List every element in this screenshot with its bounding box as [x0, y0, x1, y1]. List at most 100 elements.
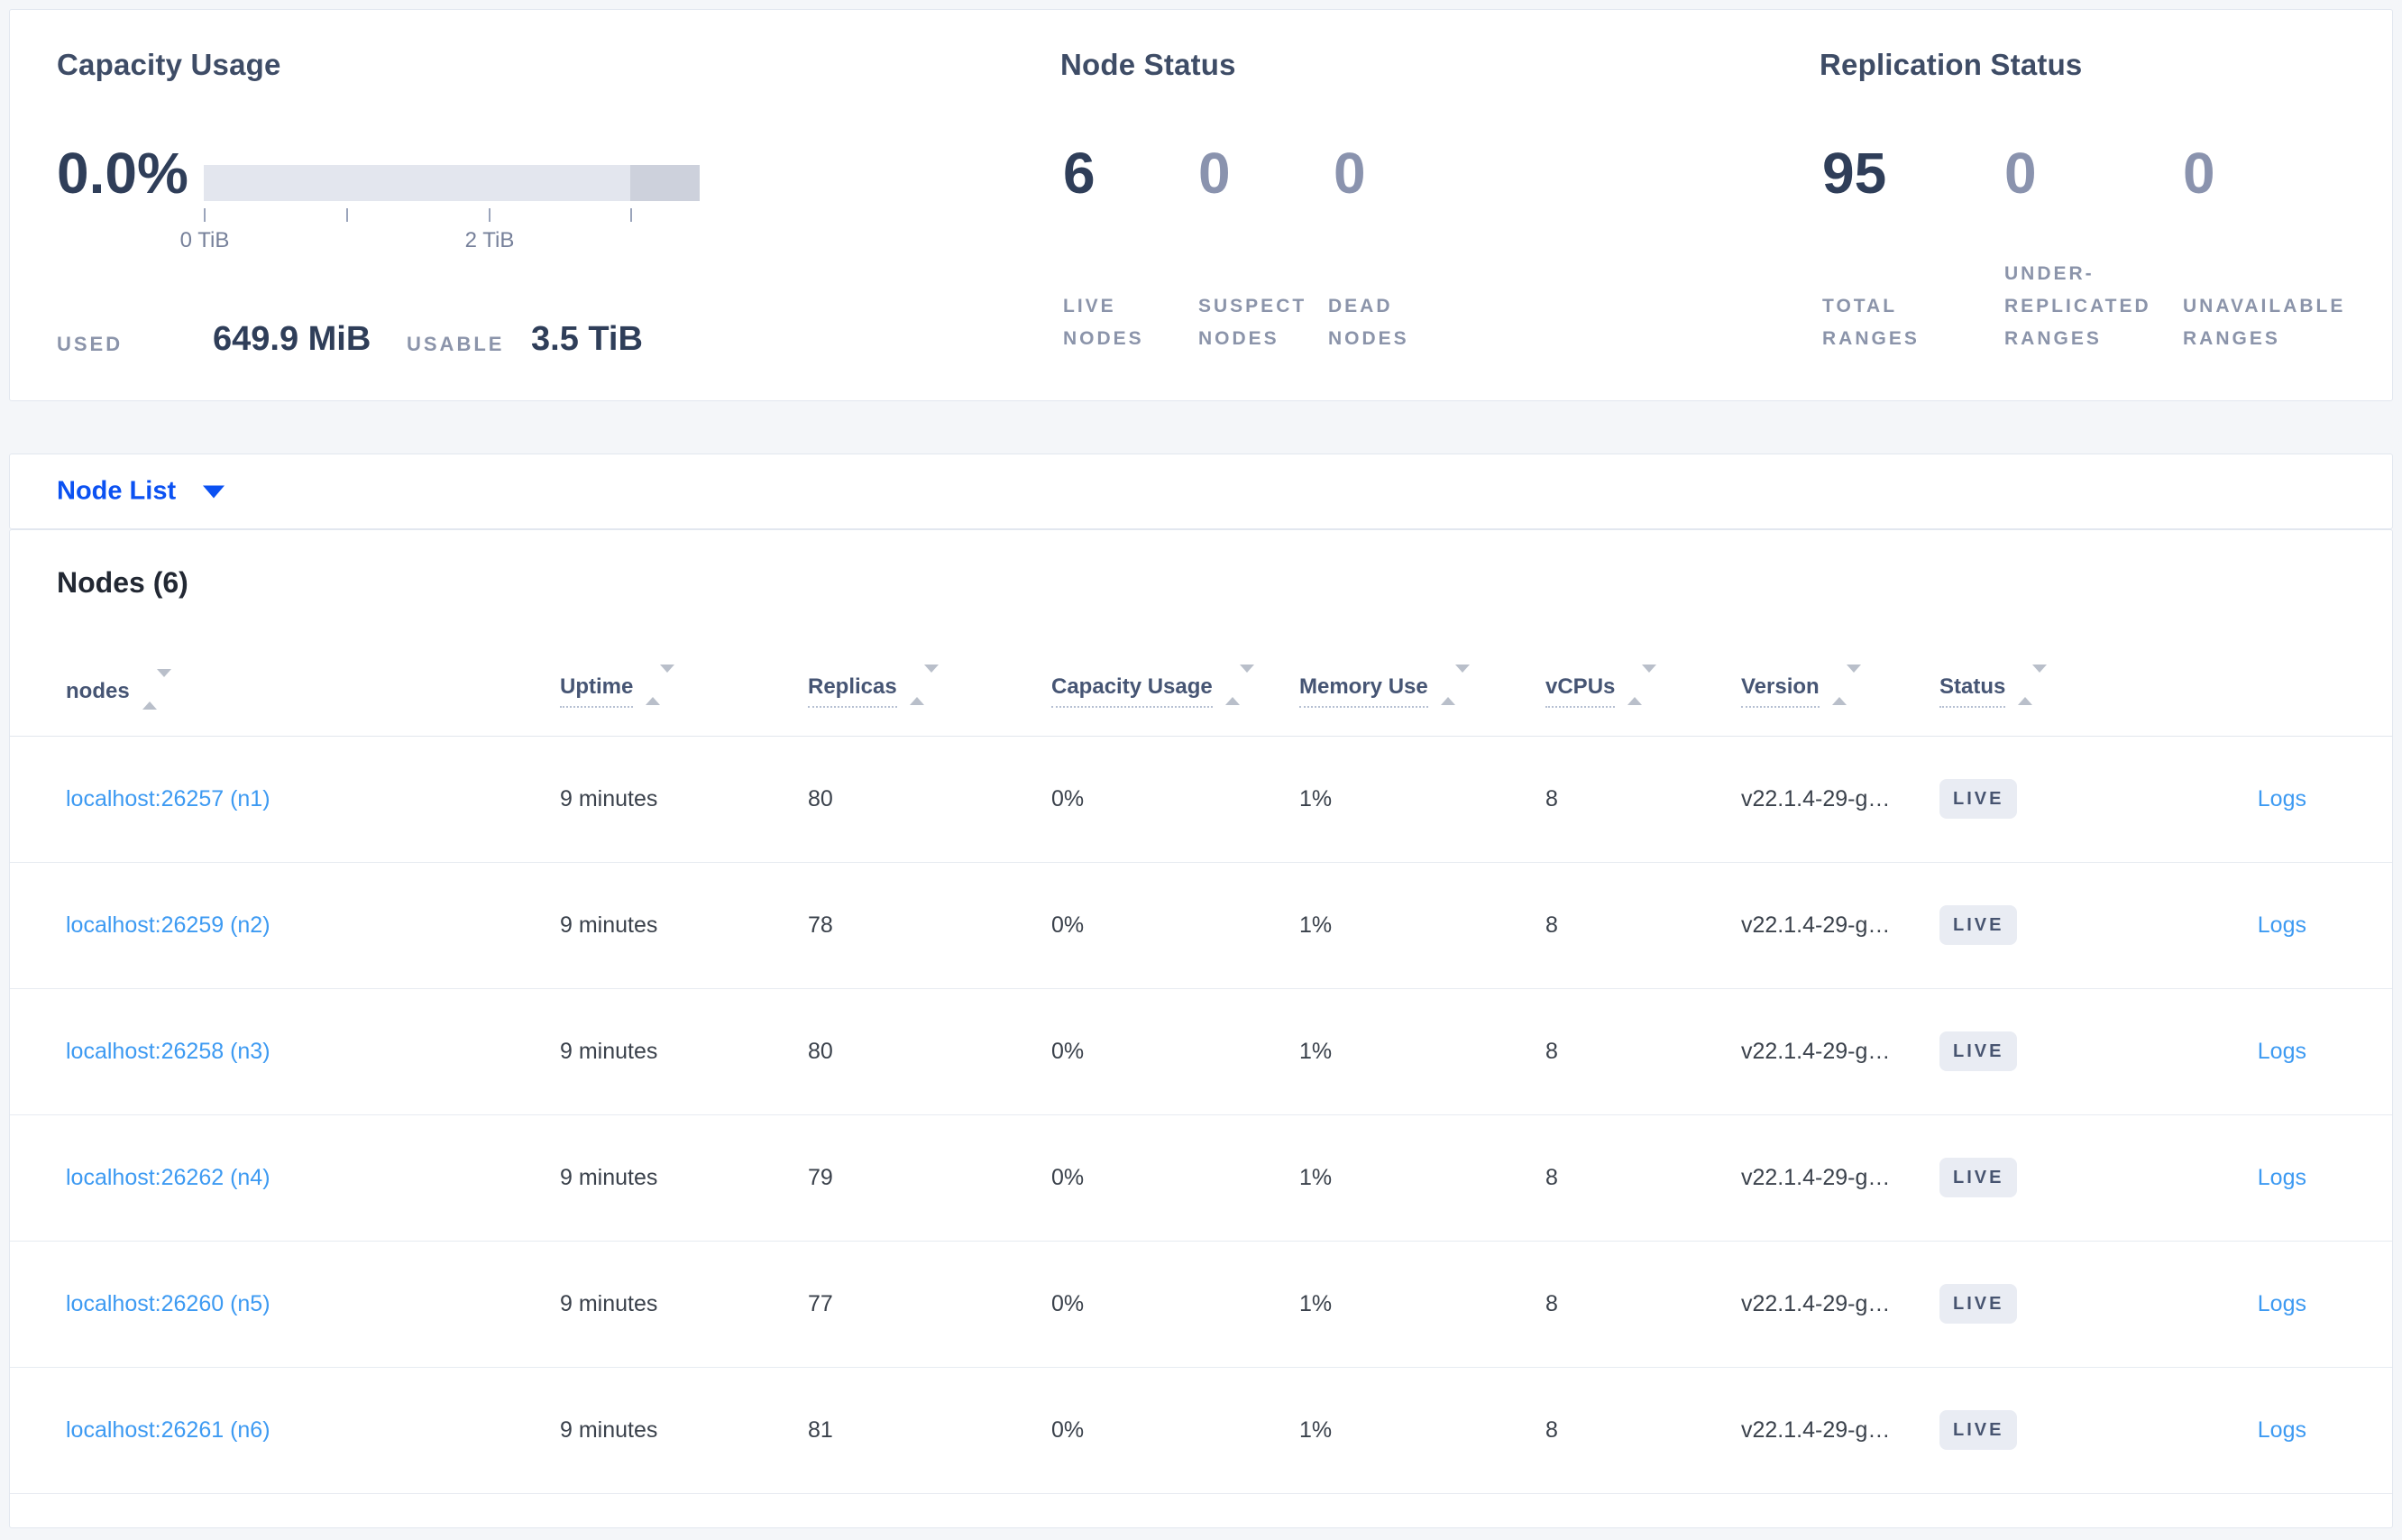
capacity-bar-reserved-segment [630, 165, 700, 201]
node-address-link[interactable]: localhost:26257 (n1) [66, 785, 270, 811]
memory-use-cell: 1% [1299, 736, 1545, 863]
node-list-dropdown-label: Node List [57, 476, 177, 506]
table-row: localhost:26261 (n6) 9 minutes 81 0% 1% … [10, 1367, 2392, 1494]
sort-icon [1831, 665, 1861, 706]
status-badge: LIVE [1939, 905, 2018, 945]
table-row: localhost:26259 (n2) 9 minutes 78 0% 1% … [10, 862, 2392, 989]
suspect-nodes-value: 0 [1198, 141, 1231, 206]
table-row: localhost:26257 (n1) 9 minutes 80 0% 1% … [10, 736, 2392, 863]
suspect-nodes-label: SUSPECT NODES [1198, 296, 1307, 349]
capacity-usage-cell: 0% [1051, 1114, 1299, 1242]
capacity-usage-bar [204, 165, 700, 201]
sort-icon [1440, 665, 1470, 706]
table-row: localhost:26258 (n3) 9 minutes 80 0% 1% … [10, 988, 2392, 1115]
column-header-logs [2138, 646, 2392, 737]
logs-link[interactable]: Logs [2257, 912, 2306, 938]
status-badge: LIVE [1939, 1410, 2018, 1450]
table-row: localhost:26262 (n4) 9 minutes 79 0% 1% … [10, 1114, 2392, 1242]
memory-use-cell: 1% [1299, 862, 1545, 989]
sort-icon [142, 668, 171, 710]
column-header-version[interactable]: Version [1741, 646, 1939, 737]
memory-use-cell: 1% [1299, 1367, 1545, 1494]
vcpus-cell: 8 [1545, 1367, 1741, 1494]
version-cell: v22.1.4-29-g… [1741, 1241, 1939, 1368]
replicas-cell: 78 [808, 862, 1051, 989]
column-header-vcpus[interactable]: vCPUs [1545, 646, 1741, 737]
dead-nodes-value: 0 [1334, 141, 1366, 206]
replication-status-title: Replication Status [1820, 48, 2083, 81]
sort-icon [1224, 665, 1254, 706]
column-header-nodes[interactable]: nodes [10, 646, 560, 737]
uptime-cell: 9 minutes [560, 1241, 808, 1368]
under-replicated-ranges-label: UNDER-REPLICATED RANGES [2004, 263, 2151, 349]
vcpus-cell: 8 [1545, 862, 1741, 989]
axis-tick-label: 0 TiB [179, 228, 230, 252]
capacity-used-value: 649.9 MiB [213, 320, 371, 358]
logs-link[interactable]: Logs [2257, 1164, 2306, 1190]
uptime-cell: 9 minutes [560, 1114, 808, 1242]
unavailable-ranges-label: UNAVAILABLE RANGES [2183, 296, 2346, 349]
sort-icon [1627, 665, 1657, 706]
capacity-usage-cell: 0% [1051, 988, 1299, 1115]
version-cell: v22.1.4-29-g… [1741, 736, 1939, 863]
node-list-dropdown[interactable]: Node List [57, 477, 225, 507]
version-cell: v22.1.4-29-g… [1741, 862, 1939, 989]
logs-link[interactable]: Logs [2257, 1038, 2306, 1064]
vcpus-cell: 8 [1545, 988, 1741, 1115]
capacity-usage-cell: 0% [1051, 862, 1299, 989]
table-header-row: nodes Uptime Replicas Capacity Usage Mem… [10, 646, 2392, 737]
nodes-section-title: Nodes (6) [57, 566, 188, 599]
total-ranges-label: TOTAL RANGES [1822, 296, 1920, 349]
total-ranges-value: 95 [1822, 141, 1887, 206]
version-cell: v22.1.4-29-g… [1741, 988, 1939, 1115]
axis-tick-label: 2 TiB [464, 228, 515, 252]
table-row: localhost:26260 (n5) 9 minutes 77 0% 1% … [10, 1241, 2392, 1368]
replicas-cell: 77 [808, 1241, 1051, 1368]
vcpus-cell: 8 [1545, 736, 1741, 863]
column-header-replicas[interactable]: Replicas [808, 646, 1051, 737]
under-replicated-ranges-value: 0 [2004, 141, 2037, 206]
replicas-cell: 81 [808, 1367, 1051, 1494]
column-header-status[interactable]: Status [1939, 646, 2138, 737]
dead-nodes-label: DEAD NODES [1328, 296, 1409, 349]
capacity-usable-label: USABLE [407, 333, 505, 355]
axis-tick [204, 208, 206, 222]
uptime-cell: 9 minutes [560, 988, 808, 1115]
status-badge: LIVE [1939, 1031, 2018, 1071]
memory-use-cell: 1% [1299, 1241, 1545, 1368]
sort-icon [646, 665, 675, 706]
column-header-memory-use[interactable]: Memory Use [1299, 646, 1545, 737]
node-address-link[interactable]: localhost:26261 (n6) [66, 1416, 270, 1443]
capacity-usage-cell: 0% [1051, 1367, 1299, 1494]
status-badge: LIVE [1939, 779, 2018, 819]
replicas-cell: 79 [808, 1114, 1051, 1242]
node-address-link[interactable]: localhost:26259 (n2) [66, 912, 270, 938]
capacity-usage-title: Capacity Usage [57, 48, 281, 81]
logs-link[interactable]: Logs [2257, 1290, 2306, 1316]
status-badge: LIVE [1939, 1158, 2018, 1197]
status-badge: LIVE [1939, 1284, 2018, 1324]
replicas-cell: 80 [808, 736, 1051, 863]
axis-tick [346, 208, 348, 222]
node-address-link[interactable]: localhost:26262 (n4) [66, 1164, 270, 1190]
unavailable-ranges-value: 0 [2183, 141, 2215, 206]
capacity-usage-cell: 0% [1051, 1241, 1299, 1368]
uptime-cell: 9 minutes [560, 862, 808, 989]
sort-icon [2018, 665, 2048, 706]
capacity-used-label: USED [57, 333, 124, 355]
axis-tick [630, 208, 632, 222]
uptime-cell: 9 minutes [560, 1367, 808, 1494]
logs-link[interactable]: Logs [2257, 785, 2306, 811]
column-header-capacity-usage[interactable]: Capacity Usage [1051, 646, 1299, 737]
capacity-percent-value: 0.0% [57, 141, 188, 206]
live-nodes-label: LIVE NODES [1063, 296, 1144, 349]
version-cell: v22.1.4-29-g… [1741, 1367, 1939, 1494]
memory-use-cell: 1% [1299, 988, 1545, 1115]
vcpus-cell: 8 [1545, 1241, 1741, 1368]
node-address-link[interactable]: localhost:26258 (n3) [66, 1038, 270, 1064]
logs-link[interactable]: Logs [2257, 1416, 2306, 1443]
vcpus-cell: 8 [1545, 1114, 1741, 1242]
column-header-uptime[interactable]: Uptime [560, 646, 808, 737]
node-address-link[interactable]: localhost:26260 (n5) [66, 1290, 270, 1316]
chevron-down-icon [203, 485, 225, 498]
